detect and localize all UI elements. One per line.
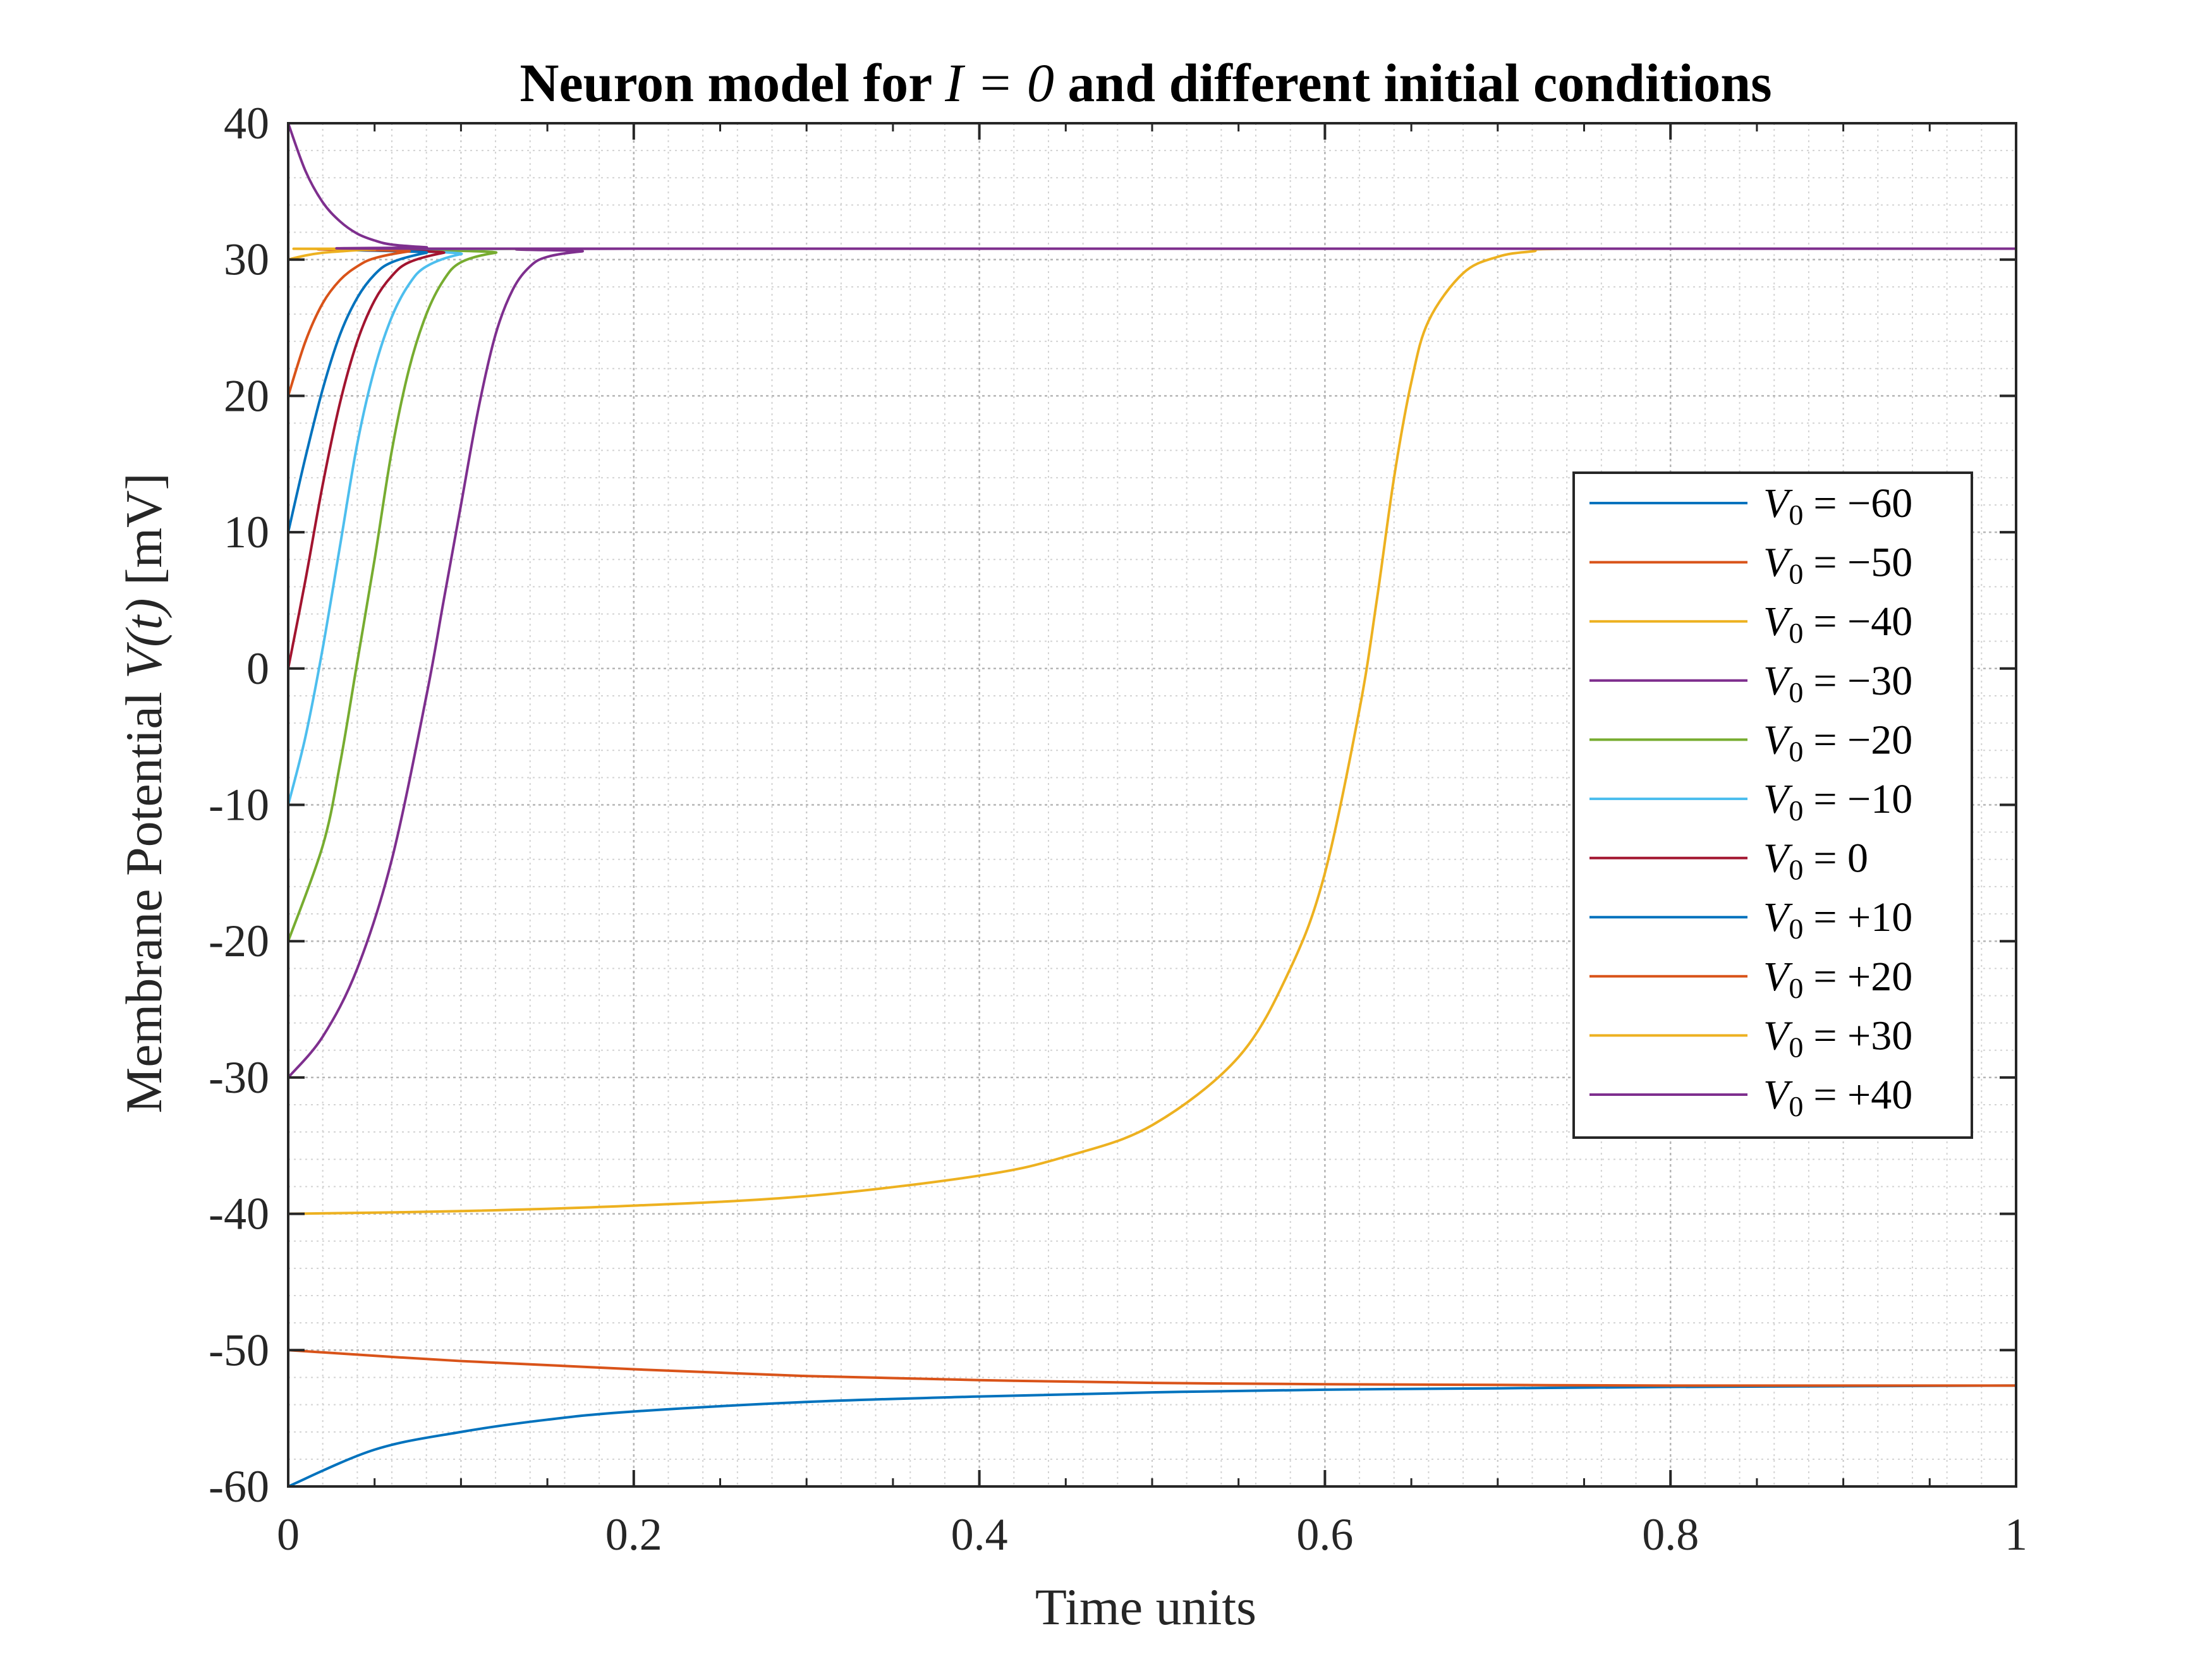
y-axis-label-math: V(t) [115,598,173,678]
legend-label: V0 = −50 [1763,540,1912,590]
x-tick-label: 1 [2005,1509,2027,1560]
x-axis-label: Time units [1035,1578,1256,1636]
legend-sub: 0 [1789,854,1803,886]
y-axis-label-suffix: [mV] [115,473,173,598]
y-tick-labels: 40 30 20 10 0 -10 -20 -30 -40 -50 -60 [209,98,269,1512]
legend-sub: 0 [1789,1090,1803,1122]
series-layer [287,123,2017,1488]
legend-sub: 0 [1789,676,1803,708]
series-line-3 [288,247,2016,1215]
chart-title-prefix: Neuron model for [520,52,945,113]
legend-sub: 0 [1789,735,1803,767]
legend-var: V [1763,480,1793,526]
legend-sub: 0 [1789,794,1803,827]
legend-var: V [1763,894,1793,940]
x-tick-label: 0.4 [951,1509,1008,1560]
legend-label: V0 = +30 [1763,1012,1912,1063]
legend-rhs: = −40 [1813,599,1912,645]
legend-label: V0 = −60 [1763,480,1912,531]
x-tick-labels: 0 0.2 0.4 0.6 0.8 1 [277,1509,2027,1560]
chart-title: Neuron model for I = 0 and different ini… [520,52,1771,113]
legend-label: V0 = 0 [1763,836,1868,886]
y-tick-label: -20 [209,916,269,966]
x-tick-label: 0 [277,1509,300,1560]
y-tick-label: -50 [209,1325,269,1375]
legend-box [1572,471,1973,1139]
legend-var: V [1763,776,1793,822]
legend-rhs: = +20 [1813,954,1912,1000]
legend-var: V [1763,658,1793,704]
legend-rhs: = −20 [1813,717,1912,763]
legend-var: V [1763,599,1793,645]
legend-rhs: = −10 [1813,776,1912,822]
legend-rhs: = +30 [1813,1012,1912,1059]
legend-label: V0 = −40 [1763,599,1912,649]
legend-rhs: = +10 [1813,894,1912,940]
y-tick-label: -10 [209,780,269,830]
y-tick-label: -60 [209,1461,269,1512]
legend-var: V [1763,954,1793,1000]
legend-sub: 0 [1789,972,1803,1004]
legend-rhs: = −50 [1813,540,1912,586]
legend-var: V [1763,717,1793,763]
x-tick-label: 0.8 [1642,1509,1699,1560]
legend-label: V0 = +20 [1763,954,1912,1004]
series-line-1 [288,1384,2017,1488]
legend-sub: 0 [1789,617,1803,649]
y-axis-label-prefix: Membrane Potential [115,679,173,1114]
x-tick-label: 0.2 [605,1509,662,1560]
legend-sub: 0 [1789,558,1803,590]
legend-label: V0 = +10 [1763,894,1912,945]
legend-rhs: = −30 [1813,658,1912,704]
legend-label: V0 = −10 [1763,776,1912,827]
series-line-11 [287,123,2016,250]
chart-title-suffix: and different initial conditions [1054,52,1772,113]
y-tick-label: 40 [224,98,269,149]
y-tick-label: 20 [224,370,269,421]
y-tick-label: -30 [209,1052,269,1103]
y-axis-label: Membrane Potential V(t) [mV] [115,473,173,1113]
legend-label: V0 = −20 [1763,717,1912,767]
y-tick-label: 30 [224,234,269,285]
legend-var: V [1763,1012,1793,1059]
legend-rhs: = −60 [1813,480,1912,526]
legend-var: V [1763,540,1793,586]
legend-sub: 0 [1789,913,1803,945]
y-tick-label: 10 [224,507,269,557]
legend-rhs: = 0 [1813,836,1868,882]
legend-var: V [1763,1072,1793,1118]
series-line-2 [288,1349,2016,1387]
legend-sub: 0 [1789,499,1803,531]
legend-rhs: = +40 [1813,1072,1912,1118]
legend-label: V0 = −30 [1763,658,1912,708]
legend-label: V0 = +40 [1763,1072,1912,1122]
x-tick-label: 0.6 [1296,1509,1353,1560]
chart-title-math: I = 0 [944,52,1054,113]
y-tick-label: -40 [209,1189,269,1239]
legend-var: V [1763,836,1793,882]
legend-sub: 0 [1789,1031,1803,1063]
y-tick-label: 0 [246,643,269,694]
tick-marks [287,122,2017,1488]
